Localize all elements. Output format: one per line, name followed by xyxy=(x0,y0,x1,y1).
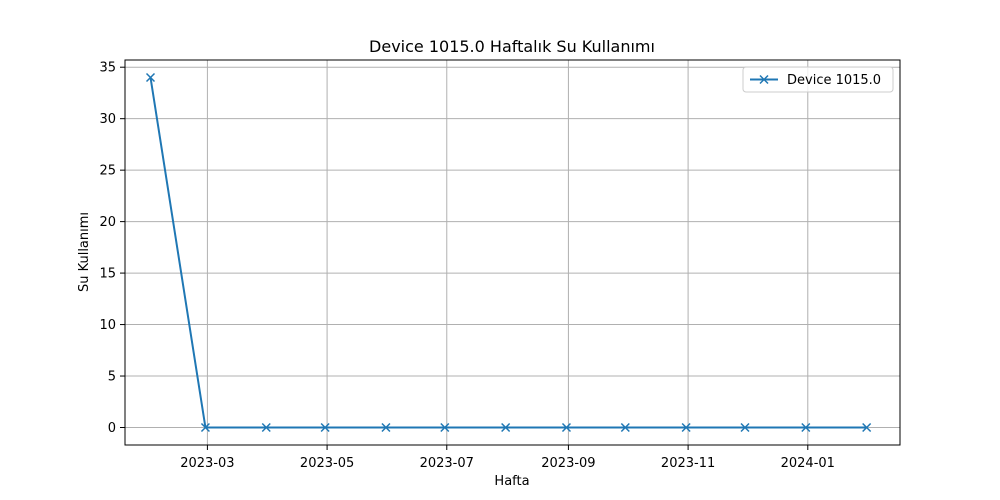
series-line xyxy=(149,77,867,429)
x-tick-label: 2023-07 xyxy=(420,456,474,471)
y-tick-label: 10 xyxy=(99,318,116,333)
y-tick-label: 35 xyxy=(99,61,116,76)
data-point-marker xyxy=(320,422,330,433)
y-axis-label: Su Kullanımı xyxy=(77,212,92,292)
x-tick-label: 2024-01 xyxy=(781,456,835,471)
x-tick-label: 2023-09 xyxy=(541,456,595,471)
data-point-marker xyxy=(261,422,271,433)
x-axis: 2023-03 2023-05 2023-07 2023-09 2023-11 2024-… xyxy=(180,445,835,471)
y-tick-label: 15 xyxy=(99,267,116,282)
data-point-marker xyxy=(200,422,210,433)
x-tick-label: 2023-03 xyxy=(180,456,234,471)
y-tick-label: 5 xyxy=(108,370,116,385)
y-tick-label: 20 xyxy=(99,215,116,230)
data-point-marker xyxy=(145,72,156,83)
y-tick-label: 0 xyxy=(108,421,116,436)
series-layer xyxy=(145,72,872,433)
legend-marker xyxy=(759,74,769,85)
x-tick-label: 2023-05 xyxy=(300,456,354,471)
data-point-marker xyxy=(740,422,750,433)
x-tick-label: 2023-11 xyxy=(661,456,715,471)
data-point-marker xyxy=(801,422,811,433)
y-axis: 0 5 10 15 20 25 30 35 xyxy=(99,61,125,436)
y-tick-label: 30 xyxy=(99,112,116,127)
x-axis-label: Hafta xyxy=(494,474,529,489)
data-point-marker xyxy=(440,422,450,433)
chart-title: Device 1015.0 Haftalık Su Kullanımı xyxy=(369,37,655,56)
data-point-marker xyxy=(862,422,872,433)
y-tick-label: 25 xyxy=(99,164,116,179)
plot-frame xyxy=(124,59,901,446)
grid xyxy=(125,60,900,445)
data-point-marker xyxy=(681,422,691,433)
legend-label: Device 1015.0 xyxy=(787,73,881,88)
data-point-marker xyxy=(381,422,391,433)
data-point-marker xyxy=(561,422,571,433)
legend: Device 1015.0 xyxy=(742,66,894,93)
legend-box xyxy=(742,66,894,93)
data-point-marker xyxy=(620,422,630,433)
data-point-marker xyxy=(501,422,511,433)
